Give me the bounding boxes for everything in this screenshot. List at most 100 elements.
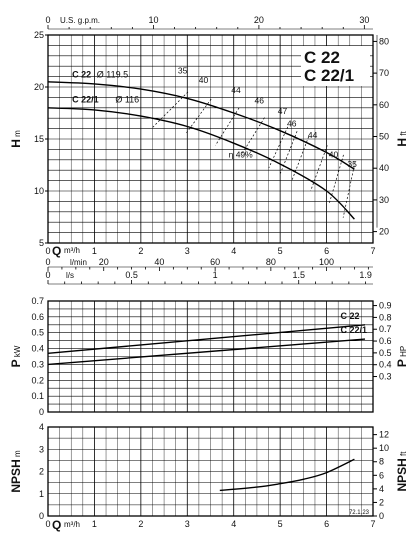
head-xtick-label: 3 xyxy=(185,246,190,256)
npsh-xtick-label: 5 xyxy=(278,519,283,529)
ls-axis-title: l/s xyxy=(66,271,74,280)
npsh-xtick-label: 4 xyxy=(231,519,236,529)
q-unit-npsh: m³/h xyxy=(64,520,80,529)
q-label-npsh: Q xyxy=(52,518,61,532)
power-hp-tick-label: 0.9 xyxy=(379,301,392,311)
head-ft-tick-label: 70 xyxy=(379,68,389,78)
lmin-tick-label: 0 xyxy=(45,257,50,267)
efficiency-label-46: 46 xyxy=(255,96,265,106)
impeller-label-c22: Ø 119.5 xyxy=(97,70,128,80)
gpm-tick-label: 20 xyxy=(254,15,264,25)
efficiency-line-35 xyxy=(342,161,356,218)
npsh-ytick-label: 1 xyxy=(39,489,44,499)
impeller-label-c22-1: Ø 116 xyxy=(115,95,139,105)
ls-tick-label: 0 xyxy=(45,270,50,280)
head-xtick-label: 5 xyxy=(278,246,283,256)
head-ytick-label: 5 xyxy=(39,238,44,248)
head-xtick-label: 6 xyxy=(324,246,329,256)
lmin-tick-label: 20 xyxy=(99,257,109,267)
efficiency-line-49 xyxy=(280,131,298,174)
head-ft-tick-label: 80 xyxy=(379,36,389,46)
power-ytick-label: 0.4 xyxy=(31,344,44,354)
series-label-c22: C 22 xyxy=(72,70,91,80)
head-curve-c22 xyxy=(47,81,355,170)
power-hp-tick-label: 0.3 xyxy=(379,372,392,382)
head-xtick-label: 2 xyxy=(138,246,143,256)
npsh-ylabel-text: NPSH m xyxy=(9,450,23,493)
q-unit-head: m³/h xyxy=(64,246,80,255)
head-ft-tick-label: 20 xyxy=(379,227,389,237)
efficiency-label-40: 40 xyxy=(329,150,339,160)
power-ytick-label: 0.3 xyxy=(31,359,44,369)
power-curve-c22 xyxy=(47,324,366,355)
efficiency-line-40 xyxy=(185,98,212,135)
npsh-ft-tick-label: 10 xyxy=(379,443,389,453)
npsh-y2label: NPSH ft xyxy=(395,451,409,492)
ls-tick-label: 1.9 xyxy=(359,270,372,280)
power-hp-tick-label: 0.6 xyxy=(379,336,392,346)
power-ytick-label: 0.6 xyxy=(31,312,44,322)
head-ytick-label: 20 xyxy=(34,82,44,92)
head-ylabel: H m xyxy=(9,130,23,148)
power-curve-c22-1 xyxy=(47,338,366,366)
efficiency-label-40: 40 xyxy=(199,75,209,85)
efficiency-label-44: 44 xyxy=(308,130,318,140)
npsh-ft-tick-label: 0 xyxy=(379,511,384,521)
head-ft-tick-label: 50 xyxy=(379,132,389,142)
gpm-axis-title: U.S. g.p.m. xyxy=(60,16,100,25)
power-ytick-label: 0 xyxy=(39,407,44,417)
power-hp-tick-label: 0.5 xyxy=(379,348,392,358)
efficiency-peak-label: η 49% xyxy=(229,150,254,160)
efficiency-label-35: 35 xyxy=(347,159,357,169)
power-hp-tick-label: 0.7 xyxy=(379,324,392,334)
npsh-ylabel: NPSH m xyxy=(9,450,23,493)
power-ytick-label: 0.2 xyxy=(31,375,44,385)
npsh-ytick-label: 2 xyxy=(39,467,44,477)
power-ylabel: P kW xyxy=(9,345,23,367)
head-xtick-label: 4 xyxy=(231,246,236,256)
ls-tick-label: 0.5 xyxy=(125,270,138,280)
chart-footnote: 72.1.23 xyxy=(349,510,370,516)
ls-tick-label: 1 xyxy=(213,270,218,280)
power-ytick-label: 0.7 xyxy=(31,296,44,306)
head-ylabel-text: H m xyxy=(9,130,23,148)
head-y2label-text: H ft xyxy=(395,131,409,147)
efficiency-line-40 xyxy=(328,154,344,204)
efficiency-line-35 xyxy=(152,91,189,128)
power-grid xyxy=(48,301,373,412)
lmin-tick-label: 100 xyxy=(319,257,334,267)
head-ft-tick-label: 30 xyxy=(379,195,389,205)
head-xtick-label: 0 xyxy=(45,246,50,256)
model-label-c22: C 22 xyxy=(304,48,340,67)
npsh-ytick-label: 3 xyxy=(39,444,44,454)
power-ylabel-text: P kW xyxy=(9,345,23,367)
power-hp-tick-label: 0.4 xyxy=(379,360,392,370)
lmin-axis-title: l/min xyxy=(70,258,87,267)
npsh-ft-tick-label: 6 xyxy=(379,470,384,480)
lmin-tick-label: 60 xyxy=(210,257,220,267)
npsh-grid xyxy=(48,427,373,516)
model-label-c22-1: C 22/1 xyxy=(304,66,354,85)
efficiency-line-46 xyxy=(291,136,310,181)
power-ytick-label: 0.1 xyxy=(31,391,44,401)
npsh-curve xyxy=(219,458,355,492)
ls-tick-label: 1.5 xyxy=(292,270,305,280)
efficiency-line-46 xyxy=(240,117,265,156)
efficiency-line-44 xyxy=(310,145,328,192)
efficiency-label-44: 44 xyxy=(231,85,241,95)
gpm-tick-label: 0 xyxy=(45,15,50,25)
gpm-tick-label: 30 xyxy=(359,15,369,25)
series-label-c22-1: C 22/1 xyxy=(72,95,99,105)
npsh-ytick-label: 4 xyxy=(39,422,44,432)
npsh-xtick-label: 7 xyxy=(370,519,375,529)
efficiency-line-47 xyxy=(268,126,289,168)
head-y2label: H ft xyxy=(395,131,409,147)
head-ytick-label: 25 xyxy=(34,30,44,40)
npsh-ft-tick-label: 2 xyxy=(379,497,384,507)
head-ytick-label: 10 xyxy=(34,186,44,196)
lmin-tick-label: 80 xyxy=(266,257,276,267)
npsh-xtick-label: 6 xyxy=(324,519,329,529)
efficiency-label-46: 46 xyxy=(287,119,297,129)
npsh-xtick-label: 3 xyxy=(185,519,190,529)
power-series-label-c22-1: C 22/1 xyxy=(341,325,368,335)
